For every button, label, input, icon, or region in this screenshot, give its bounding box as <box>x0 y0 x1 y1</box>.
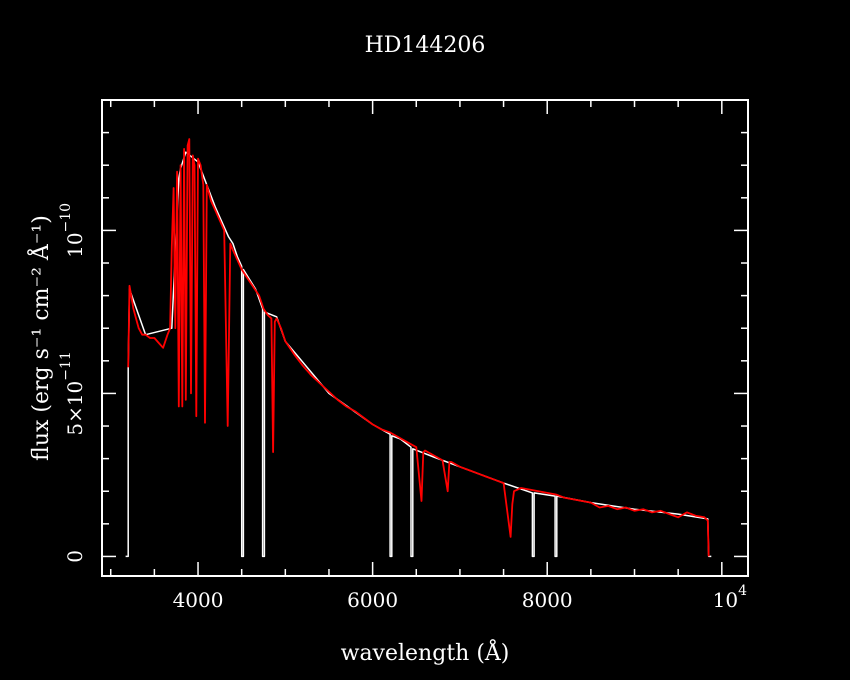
x-tick-label-power: 104 <box>713 583 747 612</box>
x-tick-label: 6000 <box>347 588 398 612</box>
x-tick-label: 8000 <box>522 588 573 612</box>
x-tick-label-base: 10 <box>713 588 738 612</box>
y-tick-label-mantissa: 5×10 <box>63 381 87 436</box>
y-tick-label-exponent: −10 <box>58 203 74 233</box>
plot-frame <box>101 99 749 577</box>
x-tick-label-exponent: 4 <box>738 583 747 599</box>
x-tick-label: 4000 <box>173 588 224 612</box>
y-tick-label: 0 <box>63 550 87 563</box>
x-axis-ticks <box>109 100 723 576</box>
y-axis-ticks <box>102 131 748 558</box>
y-axis-label: flux (erg s⁻¹ cm⁻² Å⁻¹) <box>26 215 54 461</box>
y-tick-label-mantissa: 10 <box>63 232 87 257</box>
chart-title: HD144206 <box>365 33 486 58</box>
x-tick-labels: 4000 6000 8000 104 <box>173 583 748 612</box>
y-tick-labels: 0 5×10−11 10−10 <box>58 203 87 563</box>
x-axis-label: wavelength (Å) <box>341 638 510 666</box>
y-tick-label: 10−10 <box>58 203 87 258</box>
spectrum-line <box>127 138 710 557</box>
y-tick-label-exponent: −11 <box>58 351 74 381</box>
y-tick-label: 5×10−11 <box>58 351 87 435</box>
